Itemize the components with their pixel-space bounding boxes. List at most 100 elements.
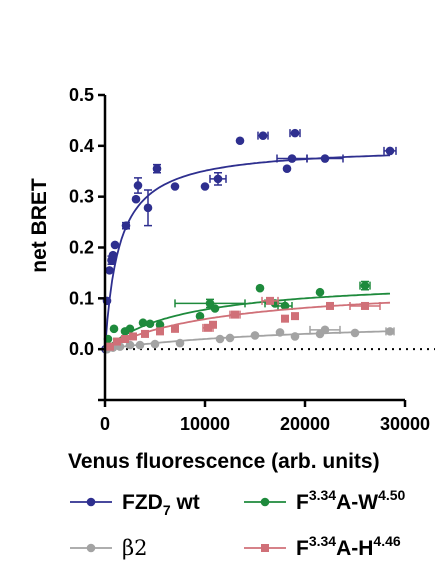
x-tick-label: 10000	[180, 414, 230, 434]
legend-label: β2	[122, 536, 148, 560]
data-point	[225, 333, 235, 343]
legend-text-part: 3.34	[309, 487, 336, 503]
data-point	[141, 329, 149, 338]
data-point	[281, 314, 289, 323]
data-point	[326, 301, 334, 310]
legend-marker	[86, 497, 96, 507]
data-point	[175, 338, 185, 348]
data-point	[113, 337, 121, 346]
data-point	[110, 240, 120, 250]
x-tick-label: 0	[100, 414, 110, 434]
legend-item-2: β2	[70, 536, 148, 560]
data-point	[108, 250, 118, 260]
data-point	[266, 296, 274, 305]
x-tick-label: 30000	[380, 414, 430, 434]
data-point	[385, 327, 395, 336]
legend-text-part: A-H	[336, 537, 373, 560]
series-1	[103, 280, 391, 350]
data-point	[143, 203, 153, 213]
data-point	[231, 310, 239, 319]
data-point	[250, 331, 260, 340]
legend-item-1: F3.34A-W4.50	[244, 487, 406, 514]
x-tick-label: 20000	[280, 414, 330, 434]
data-point	[275, 328, 285, 337]
plot-area	[101, 128, 435, 354]
axes: 0.0 0.1 0.2 0.3 0.4 0.5 0 10000 20000 30000	[69, 85, 430, 434]
data-point	[210, 304, 220, 313]
y-tick-label: 0.2	[69, 238, 94, 258]
legend-text-part: F	[296, 491, 309, 514]
data-point	[105, 266, 114, 275]
data-point	[121, 221, 131, 230]
data-point	[170, 182, 180, 191]
legend-item-3: F3.34A-H4.46	[244, 533, 401, 560]
legend-label: F3.34A-H4.46	[296, 533, 401, 560]
data-point	[109, 324, 119, 334]
data-point	[235, 136, 245, 146]
data-point	[138, 318, 148, 328]
data-point	[282, 164, 292, 174]
data-point	[258, 131, 268, 140]
y-tick-label: 0.0	[69, 339, 94, 359]
data-point	[315, 287, 325, 297]
legend-text-part: 7	[163, 502, 171, 518]
fit-curve	[104, 301, 391, 350]
data-point	[129, 332, 137, 341]
legend-text-part: 4.46	[373, 533, 400, 549]
data-point	[291, 312, 299, 321]
data-point	[204, 323, 212, 332]
x-axis-label: Venus fluorescence (arb. units)	[68, 450, 380, 473]
series-0	[101, 128, 397, 354]
data-point	[350, 328, 360, 338]
legend-text-part: F	[296, 537, 309, 560]
y-tick-label: 0.3	[69, 187, 94, 207]
data-point	[145, 319, 155, 329]
legend-label: FZD7 wt	[122, 491, 200, 518]
data-point	[135, 340, 145, 350]
legend-text-part: 3.34	[309, 533, 336, 549]
data-point	[215, 334, 225, 344]
data-point	[213, 174, 223, 184]
legend-item-0: FZD7 wt	[70, 491, 200, 518]
legend-text-part: wt	[171, 491, 200, 514]
data-point	[280, 301, 290, 311]
data-point	[200, 182, 210, 191]
data-point	[131, 194, 141, 204]
data-point	[133, 181, 143, 190]
data-point	[195, 311, 205, 321]
data-point	[320, 154, 330, 163]
legend-text-part: 4.50	[378, 487, 405, 503]
legend-marker	[260, 497, 270, 507]
y-tick-label: 0.5	[69, 85, 94, 105]
data-point	[255, 283, 265, 293]
data-point	[287, 154, 297, 163]
data-point	[360, 281, 370, 290]
data-point	[171, 324, 179, 333]
legend-text-part: A-W	[336, 491, 378, 514]
data-point	[125, 324, 135, 334]
y-axis-label: net BRET	[28, 178, 51, 273]
legend-marker	[86, 543, 96, 553]
data-point	[150, 339, 160, 349]
y-tick-label: 0.1	[69, 288, 94, 308]
data-point	[385, 146, 395, 156]
data-point	[106, 342, 114, 351]
data-point	[121, 335, 129, 343]
data-point	[152, 164, 162, 174]
legend-text-part: β2	[122, 536, 148, 560]
data-point	[320, 325, 330, 335]
series-3	[104, 296, 391, 351]
data-point	[290, 332, 300, 341]
data-point	[209, 320, 217, 329]
data-point	[156, 327, 164, 336]
data-point	[155, 320, 165, 330]
legend-label: F3.34A-W4.50	[296, 487, 406, 514]
series-2	[102, 325, 395, 354]
data-point	[361, 301, 369, 310]
y-tick-label: 0.4	[69, 136, 94, 156]
legend-text-part: FZD	[122, 491, 163, 514]
legend-marker	[261, 544, 269, 552]
data-point	[290, 128, 300, 138]
